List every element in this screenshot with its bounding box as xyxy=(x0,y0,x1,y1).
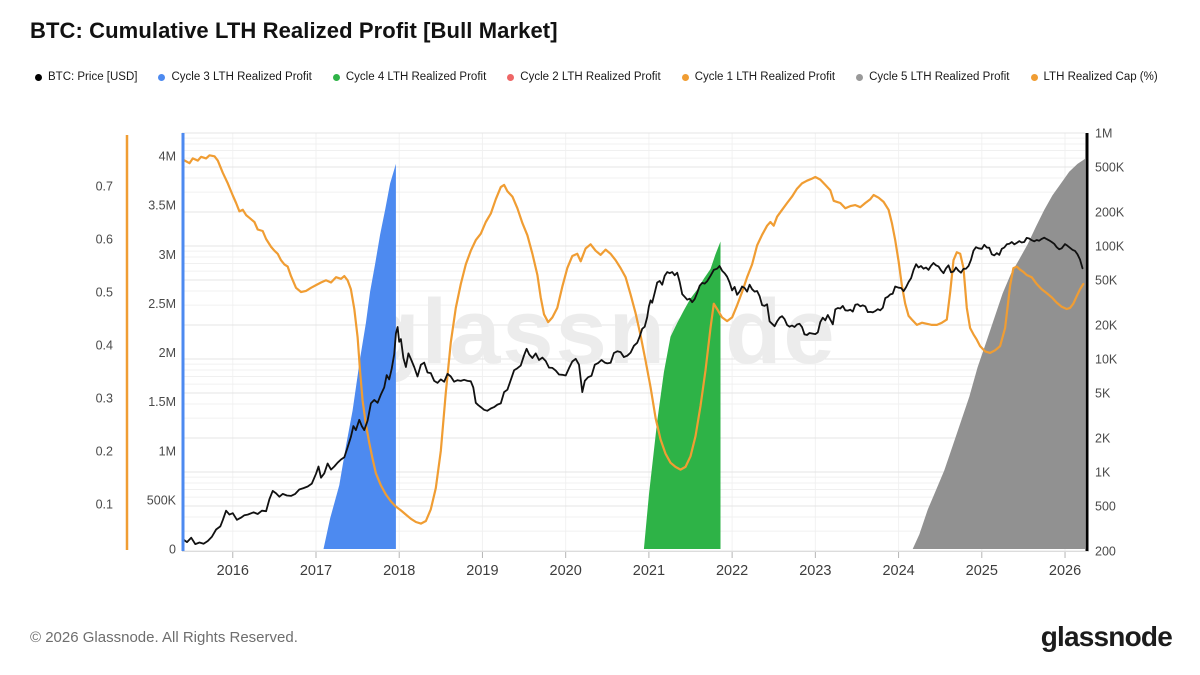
axis-tick-label: 0.7 xyxy=(96,180,113,194)
axis-tick-label: 2M xyxy=(159,346,176,360)
area-cycle-5-lth-realized-profit xyxy=(912,158,1085,549)
legend-item-4[interactable]: Cycle 1 LTH Realized Profit xyxy=(681,71,836,83)
axis-tick-label: 3M xyxy=(159,248,176,262)
legend-item-3[interactable]: Cycle 2 LTH Realized Profit xyxy=(507,71,661,83)
legend-item-1[interactable]: Cycle 3 LTH Realized Profit xyxy=(158,71,312,83)
axis-tick-label: 0.4 xyxy=(96,339,113,353)
area-cycle-4-lth-realized-profit xyxy=(643,241,721,549)
legend-item-label: Cycle 5 LTH Realized Profit xyxy=(869,71,1010,83)
legend-item-6[interactable]: LTH Realized Cap (%) xyxy=(1030,71,1158,83)
axis-tick-label: 50K xyxy=(1095,274,1118,288)
axis-tick-label: 2021 xyxy=(633,563,665,579)
axis-tick-label: 0 xyxy=(169,543,176,557)
axis-tick-label: 20K xyxy=(1095,318,1118,332)
legend-item-label: BTC: Price [USD] xyxy=(48,71,138,83)
axis-tick-label: 2022 xyxy=(716,563,748,579)
axis-tick-label: 2K xyxy=(1095,431,1111,445)
axis-tick-label: 2017 xyxy=(300,563,332,579)
axis-tick-label: 100K xyxy=(1095,240,1125,254)
axis-lines xyxy=(125,133,1089,558)
legend-item-label: LTH Realized Cap (%) xyxy=(1043,71,1158,83)
legend-item-2[interactable]: Cycle 4 LTH Realized Profit xyxy=(332,71,487,83)
axis-tick-label: 2020 xyxy=(550,563,582,579)
axis-tick-label: 2023 xyxy=(799,563,831,579)
axis-tick-label: 1M xyxy=(159,444,176,458)
axis-tick-label: 2.5M xyxy=(148,297,176,311)
axis-tick-label: 2016 xyxy=(217,563,249,579)
axis-tick-label: 2024 xyxy=(882,563,914,579)
axis-tick-label: 5K xyxy=(1095,387,1111,401)
axis-tick-label: 3.5M xyxy=(148,199,176,213)
legend-dot-icon xyxy=(35,73,42,81)
area-cycle-3-lth-realized-profit xyxy=(323,163,396,549)
axis-tick-label: 0.2 xyxy=(96,445,113,459)
legend-item-label: Cycle 1 LTH Realized Profit xyxy=(694,71,836,83)
legend: BTC: Price [USD] Cycle 3 LTH Realized Pro… xyxy=(35,71,1158,83)
axis-labels: 0.1 0.2 0.3 0.4 0.5 0.6 0.7 0 500K 1M 1.5M 2M 2.5M 3M… xyxy=(96,127,1125,580)
axis-tick-label: 500K xyxy=(147,493,177,507)
axis-tick-label: 0.5 xyxy=(96,286,113,300)
axis-tick-label: 200 xyxy=(1095,545,1116,559)
legend-dot-icon xyxy=(681,73,689,81)
axis-tick-label: 200K xyxy=(1095,205,1125,219)
page-title: BTC: Cumulative LTH Realized Profit [Bul… xyxy=(30,18,558,43)
legend-item-0[interactable]: BTC: Price [USD] xyxy=(35,71,137,83)
axis-tick-label: 0.3 xyxy=(96,392,113,406)
watermark: glassnode xyxy=(363,281,836,383)
legend-item-5[interactable]: Cycle 5 LTH Realized Profit xyxy=(856,71,1010,83)
legend-item-label: Cycle 3 LTH Realized Profit xyxy=(171,71,312,83)
axis-tick-label: 500K xyxy=(1095,161,1125,175)
line-btc-price-usd- xyxy=(181,236,1084,545)
line-lth-realized-cap- xyxy=(181,154,1085,525)
axis-tick-label: 0.1 xyxy=(96,498,113,512)
legend-dot-icon xyxy=(856,73,864,81)
legend-item-label: Cycle 4 LTH Realized Profit xyxy=(345,71,487,83)
axis-tick-label: 2018 xyxy=(383,563,415,579)
axis-tick-label: 1K xyxy=(1095,466,1111,480)
axis-tick-label: 2019 xyxy=(466,563,498,579)
axis-tick-label: 10K xyxy=(1095,353,1118,367)
axis-tick-label: 500 xyxy=(1095,500,1116,514)
vertical-gridlines xyxy=(232,133,1066,551)
legend-item-label: Cycle 2 LTH Realized Profit xyxy=(520,71,661,83)
axis-tick-label: 0.6 xyxy=(96,233,113,247)
glassnode-logo: glassnode xyxy=(1040,621,1173,652)
legend-dot-icon xyxy=(507,73,515,81)
axis-tick-label: 1.5M xyxy=(148,395,176,409)
axis-tick-label: 2026 xyxy=(1049,563,1081,579)
legend-dot-icon xyxy=(332,73,340,81)
legend-dot-icon xyxy=(1030,73,1038,81)
axis-tick-label: 2025 xyxy=(966,563,998,579)
legend-dot-icon xyxy=(158,73,166,81)
profit-areas xyxy=(323,158,1085,549)
axis-tick-label: 1M xyxy=(1095,127,1112,141)
axis-tick-label: 4M xyxy=(159,150,176,164)
copyright-text: © 2026 Glassnode. All Rights Reserved. xyxy=(30,629,298,646)
